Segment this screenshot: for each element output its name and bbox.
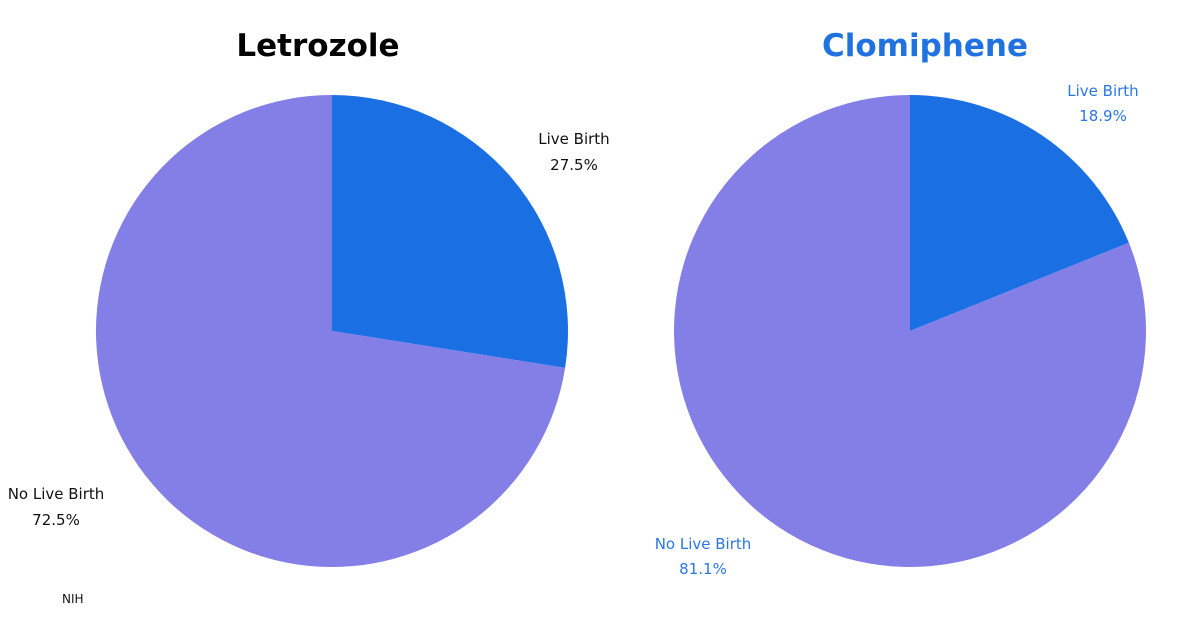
letrozole-label-live-birth: Live Birth	[538, 130, 609, 148]
source-credit: NIH	[62, 592, 84, 606]
clomiphene-title: Clomiphene	[822, 28, 1028, 64]
letrozole-slice-live-birth	[332, 95, 568, 368]
clomiphene-slice-live-birth	[910, 95, 1129, 331]
clomiphene-pie: Clomiphene Live Birth 18.9% No Live Birth 81…	[655, 28, 1147, 578]
clomiphene-slice-no-live-birth	[674, 95, 1147, 567]
clomiphene-value-no-live-birth: 81.1%	[679, 560, 727, 578]
letrozole-title: Letrozole	[236, 28, 399, 64]
letrozole-value-live-birth: 27.5%	[550, 156, 598, 174]
clomiphene-label-no-live-birth: No Live Birth	[655, 535, 752, 553]
letrozole-pie: Letrozole Live Birth 27.5% No Live Birth 72.…	[8, 28, 610, 567]
letrozole-label-no-live-birth: No Live Birth	[8, 485, 105, 503]
clomiphene-value-live-birth: 18.9%	[1079, 107, 1127, 125]
letrozole-value-no-live-birth: 72.5%	[32, 511, 80, 529]
letrozole-slice-no-live-birth	[95, 95, 566, 567]
clomiphene-label-live-birth: Live Birth	[1067, 82, 1138, 100]
